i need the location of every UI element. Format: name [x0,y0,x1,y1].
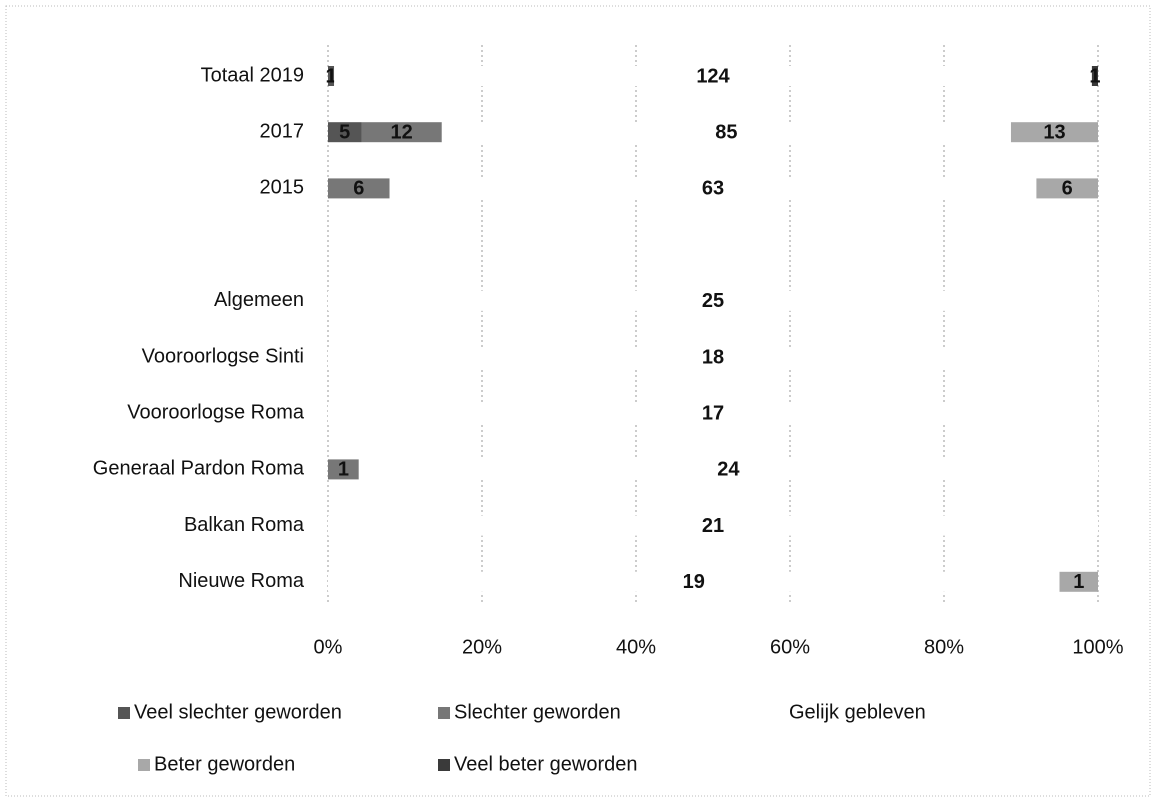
data-label: 13 [1043,121,1065,143]
y-tick-label: Vooroorlogse Roma [127,401,305,423]
legend-label: Slechter geworden [454,701,621,723]
bar-segment [1036,178,1098,199]
y-tick-label: 2017 [260,120,305,142]
bar-segment [334,66,1092,86]
y-tick-label: Vooroorlogse Sinti [142,345,304,367]
y-tick-label: Algemeen [214,289,304,311]
legend-label: Veel slechter geworden [134,701,342,723]
data-label: 1 [1073,571,1084,593]
data-label: 18 [702,346,724,368]
bar-segment [358,459,1098,480]
x-tick-label: 0% [314,636,343,658]
bar-segment [361,122,442,143]
data-label: 12 [391,121,413,143]
y-tick-label: Balkan Roma [184,514,305,536]
data-label: 5 [339,121,350,143]
data-label: 25 [702,290,724,312]
data-label: 85 [715,121,737,143]
x-tick-label: 100% [1072,636,1123,658]
bar-segment [328,403,1098,424]
bar-segment [389,178,1037,199]
bar-segment [328,459,359,480]
data-label: 1 [1089,65,1100,87]
legend-label: Gelijk gebleven [789,701,926,723]
bar-segment [328,178,390,199]
y-tick-label: 2015 [260,177,305,199]
data-label: 1 [338,459,349,481]
y-tick-label: Nieuwe Roma [178,570,304,592]
legend-swatch [138,759,150,771]
legend-swatch [773,707,785,719]
bar-segment [328,571,1060,592]
frame [5,5,1151,797]
data-label: 63 [702,178,724,200]
y-tick-label: Totaal 2019 [201,64,304,86]
data-label: 17 [702,402,724,424]
data-label: 19 [683,571,705,593]
data-label: 6 [1062,178,1073,200]
x-tick-label: 40% [616,636,656,658]
data-label: 21 [702,515,724,537]
x-tick-label: 60% [770,636,810,658]
bar-segment [328,347,1098,367]
legend-swatch [438,759,450,771]
data-label: 1 [325,65,336,87]
bar-segment [1091,66,1098,86]
data-label: 124 [696,65,730,87]
data-label: 6 [353,178,364,200]
bar-segment [328,515,1098,536]
bar-segment [1059,571,1098,592]
x-tick-label: 80% [924,636,964,658]
bar-segment [328,290,1098,311]
y-tick-label: Generaal Pardon Roma [93,458,305,480]
bar-segment [328,66,335,86]
x-tick-label: 20% [462,636,502,658]
legend-label: Beter geworden [154,753,295,775]
legend-label: Veel beter geworden [454,753,637,775]
data-label: 24 [717,459,740,481]
legend-swatch [438,707,450,719]
bar-segment [1010,122,1098,143]
bar-segment [441,122,1011,143]
bar-segment [328,122,362,143]
legend-swatch [118,707,130,719]
